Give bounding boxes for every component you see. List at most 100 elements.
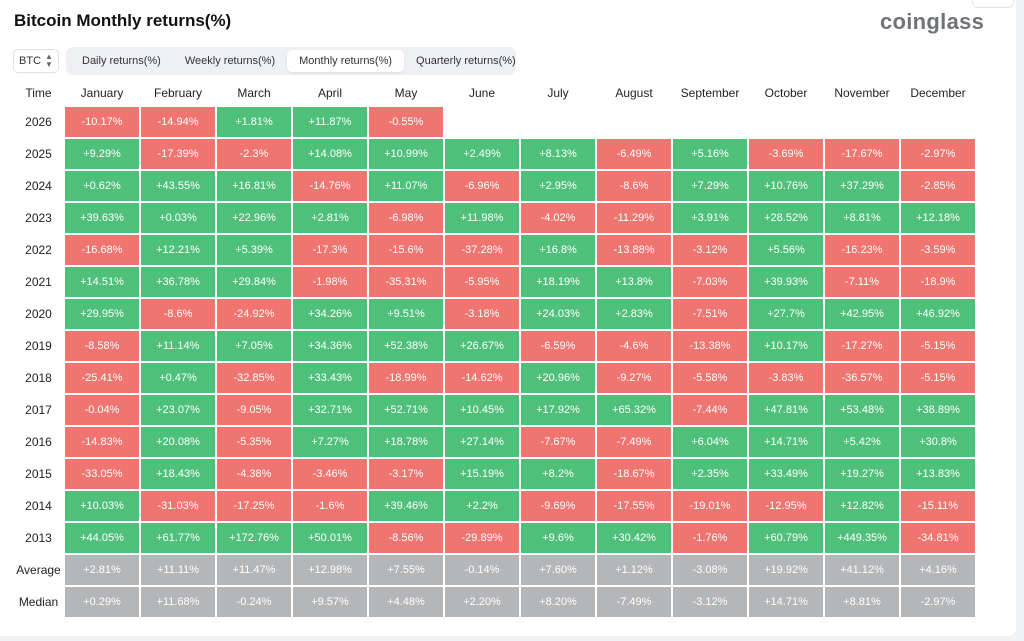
stat-cell: +19.92% (749, 555, 823, 585)
return-cell: +10.76% (749, 171, 823, 201)
return-cell: +23.07% (141, 395, 215, 425)
return-cell: +172.76% (217, 523, 291, 553)
return-cell: -5.58% (673, 363, 747, 393)
stat-cell: +8.81% (825, 587, 899, 617)
return-cell: +2.49% (445, 139, 519, 169)
return-cell: +11.07% (369, 171, 443, 201)
stat-cell: +7.60% (521, 555, 595, 585)
returns-table-wrap: Time January February March April May June Jul… (14, 79, 977, 619)
return-cell: +18.78% (369, 427, 443, 457)
table-row: 2019 -8.58% +11.14% +7.05% +34.36% +52.38% +26… (14, 331, 975, 361)
return-cell: +33.43% (293, 363, 367, 393)
page-title: Bitcoin Monthly returns(%) (14, 11, 232, 30)
year-label: 2018 (25, 371, 52, 385)
return-cell: +46.92% (901, 299, 975, 329)
return-cell: +8.81% (825, 203, 899, 233)
table-row: 2021 +14.51% +36.78% +29.84% -1.98% -35.31% -5… (14, 267, 975, 297)
return-cell: -8.56% (369, 523, 443, 553)
return-cell: -6.49% (597, 139, 671, 169)
return-cell: +11.87% (293, 107, 367, 137)
month-header: November (834, 86, 890, 100)
stat-cell: +4.16% (901, 555, 975, 585)
return-cell: -8.6% (597, 171, 671, 201)
return-cell: +19.27% (825, 459, 899, 489)
return-cell: -9.27% (597, 363, 671, 393)
return-cell: +34.26% (293, 299, 367, 329)
tab-daily-returns[interactable]: Daily returns(%) (82, 55, 161, 67)
return-cell: +0.47% (141, 363, 215, 393)
table-row: 2022 -16.68% +12.21% +5.39% -17.3% -15.6% -37.… (14, 235, 975, 265)
return-cell: +52.71% (369, 395, 443, 425)
return-cell: +2.81% (293, 203, 367, 233)
return-cell: -14.83% (65, 427, 139, 457)
return-cell: -3.18% (445, 299, 519, 329)
return-cell: +13.8% (597, 267, 671, 297)
empty-cell (673, 107, 747, 137)
stat-cell: +2.81% (65, 555, 139, 585)
return-cell: +17.92% (521, 395, 595, 425)
year-label: 2021 (25, 275, 52, 289)
stat-cell: -3.08% (673, 555, 747, 585)
return-cell: +1.81% (217, 107, 291, 137)
return-cell: -17.3% (293, 235, 367, 265)
month-header: August (615, 86, 653, 100)
return-cell: +12.21% (141, 235, 215, 265)
return-cell: -1.6% (293, 491, 367, 521)
return-cell: -7.67% (521, 427, 595, 457)
return-cell: -6.59% (521, 331, 595, 361)
return-cell: +27.7% (749, 299, 823, 329)
year-label: 2016 (25, 435, 52, 449)
stat-cell: +7.55% (369, 555, 443, 585)
return-cell: +12.18% (901, 203, 975, 233)
stat-cell: +8.20% (521, 587, 595, 617)
tab-monthly-returns[interactable]: Monthly returns(%) (287, 50, 405, 72)
stat-cell: +14.71% (749, 587, 823, 617)
return-cell: -7.51% (673, 299, 747, 329)
table-row: 2014 +10.03% -31.03% -17.25% -1.6% +39.46% +2.… (14, 491, 975, 521)
return-cell: +33.49% (749, 459, 823, 489)
return-cell: -10.17% (65, 107, 139, 137)
return-cell: +20.08% (141, 427, 215, 457)
return-cell: +5.42% (825, 427, 899, 457)
coin-select[interactable]: BTC ▲ ▼ (13, 49, 59, 73)
return-cell: +38.89% (901, 395, 975, 425)
return-cell: +52.38% (369, 331, 443, 361)
stat-cell: -2.97% (901, 587, 975, 617)
return-cell: -16.23% (825, 235, 899, 265)
return-cell: -3.12% (673, 235, 747, 265)
return-cell: +47.81% (749, 395, 823, 425)
return-cell: -4.6% (597, 331, 671, 361)
month-header: February (153, 86, 203, 100)
return-cell: -3.59% (901, 235, 975, 265)
corner-button[interactable] (972, 0, 1014, 8)
return-cell: -14.62% (445, 363, 519, 393)
return-cell: +22.96% (217, 203, 291, 233)
table-header-row: Time January February March April May June Jul… (14, 81, 975, 105)
stat-cell: +9.57% (293, 587, 367, 617)
month-header: December (910, 86, 966, 100)
empty-cell (825, 107, 899, 137)
time-header: Time (25, 86, 52, 100)
return-cell: +43.55% (141, 171, 215, 201)
tab-weekly-returns[interactable]: Weekly returns(%) (184, 55, 276, 67)
return-cell: +29.84% (217, 267, 291, 297)
return-cell: +36.78% (141, 267, 215, 297)
return-cell: -17.67% (825, 139, 899, 169)
return-cell: -18.67% (597, 459, 671, 489)
return-cell: +2.95% (521, 171, 595, 201)
return-cell: -1.98% (293, 267, 367, 297)
year-label: 2017 (25, 403, 52, 417)
return-cell: -18.9% (901, 267, 975, 297)
return-cell: +0.03% (141, 203, 215, 233)
return-cell: -17.25% (217, 491, 291, 521)
return-cell: -17.39% (141, 139, 215, 169)
stat-label: Median (18, 595, 59, 609)
return-cell: -19.01% (673, 491, 747, 521)
return-cell: +39.93% (749, 267, 823, 297)
month-header: October (764, 86, 808, 100)
table-row: 2016 -14.83% +20.08% -5.35% +7.27% +18.78% +27… (14, 427, 975, 457)
tab-quarterly-returns[interactable]: Quarterly returns(%) (416, 55, 516, 67)
stat-cell: +4.48% (369, 587, 443, 617)
return-cell: +28.52% (749, 203, 823, 233)
stat-cell: -0.14% (445, 555, 519, 585)
